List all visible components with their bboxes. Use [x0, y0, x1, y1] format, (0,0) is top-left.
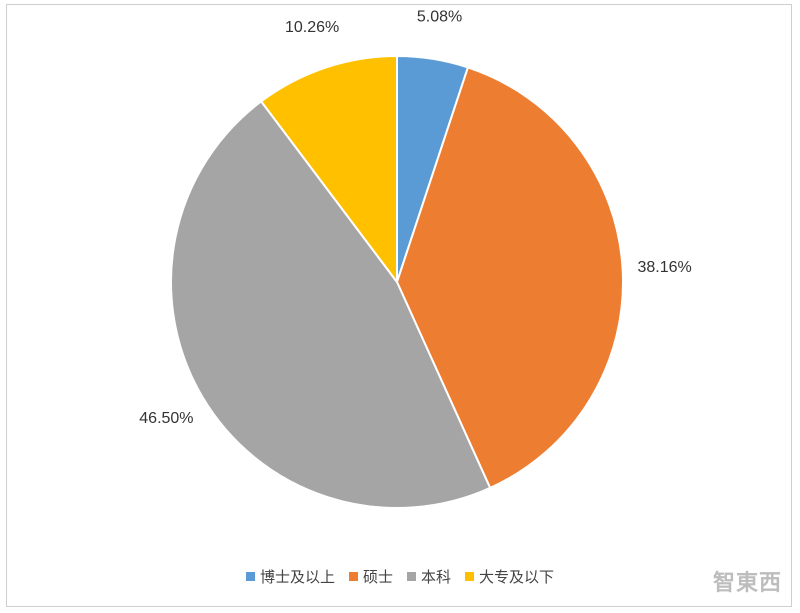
- legend-label-2: 硕士: [362, 568, 393, 586]
- legend-item-4: 大专及以下: [465, 566, 554, 587]
- pie-slice-3: [170, 99, 492, 509]
- legend-item-3: 本科: [407, 566, 451, 587]
- legend-swatch-4: [465, 572, 475, 581]
- data-label-1: 5.08%: [417, 9, 462, 26]
- pie-slice-2: [395, 66, 624, 490]
- data-label-3: 46.50%: [139, 410, 193, 427]
- watermark-logo: 智東西: [712, 570, 782, 596]
- legend-label-4: 大专及以下: [479, 568, 555, 586]
- legend-item-2: 硕士: [348, 566, 393, 587]
- legend-swatch-2: [348, 572, 358, 581]
- legend-label-1: 博士及以上: [259, 568, 335, 586]
- legend-label-3: 本科: [421, 568, 452, 586]
- legend: 博士及以上 硕士 本科 大专及以下: [0, 566, 800, 587]
- data-label-2: 38.16%: [637, 259, 691, 276]
- legend-item-1: 博士及以上: [245, 566, 335, 587]
- pie-slice-4: [259, 54, 398, 285]
- legend-swatch-3: [407, 572, 416, 581]
- legend-swatch-1: [245, 572, 255, 581]
- data-label-4: 10.26%: [285, 19, 339, 36]
